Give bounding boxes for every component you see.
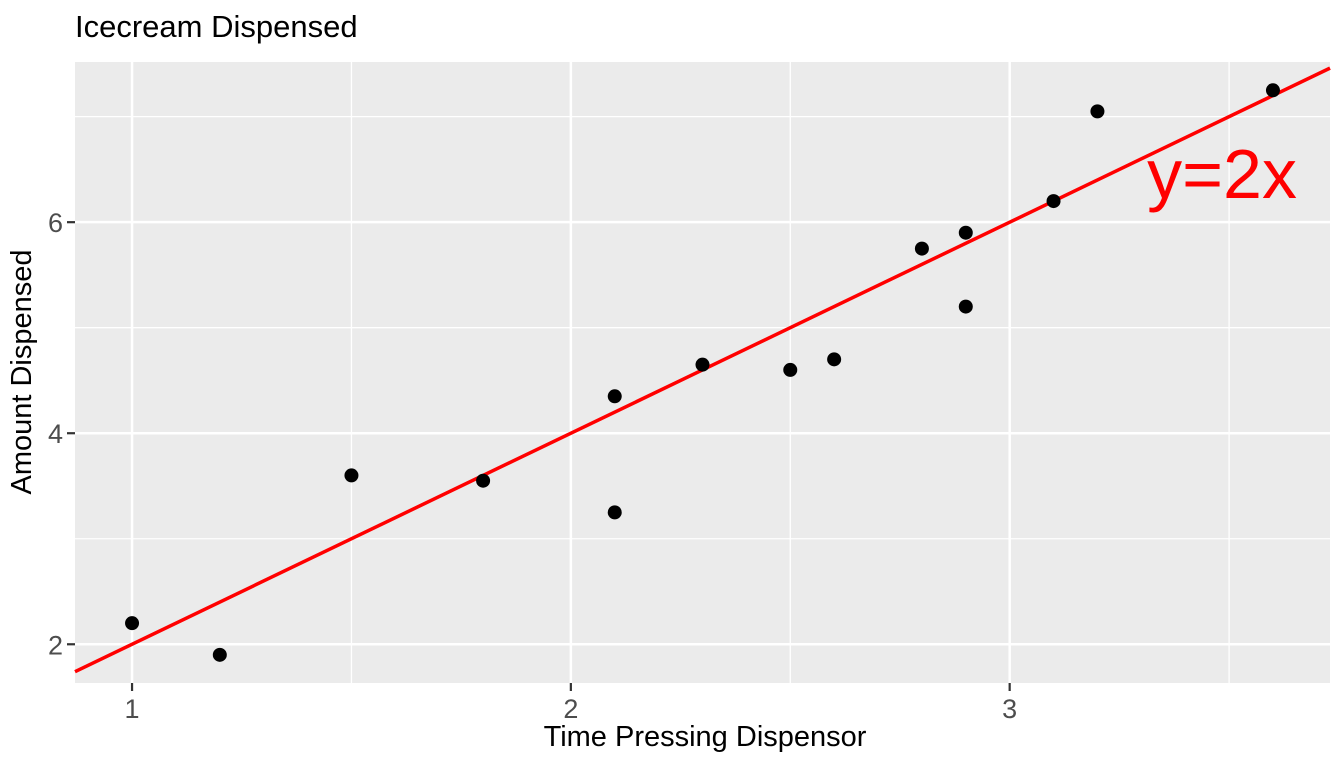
data-point	[695, 357, 710, 372]
data-point	[607, 505, 622, 520]
data-point	[476, 473, 491, 488]
data-point	[914, 241, 929, 256]
data-point	[1090, 104, 1105, 119]
data-point	[1265, 83, 1280, 98]
data-point	[783, 362, 798, 377]
data-point	[212, 647, 227, 662]
x-tick-label: 1	[125, 694, 140, 724]
y-axis-title: Amount Dispensed	[6, 249, 38, 494]
data-point	[1046, 194, 1061, 209]
y-tick-label: 4	[48, 419, 63, 449]
x-tick-label: 2	[563, 694, 578, 724]
x-tick-label: 3	[1002, 694, 1017, 724]
y-tick-label: 6	[48, 208, 63, 238]
data-point	[958, 225, 973, 240]
plot-panel	[75, 62, 1330, 683]
data-point	[607, 389, 622, 404]
plot-title: Icecream Dispensed	[75, 9, 358, 44]
data-point	[827, 352, 842, 367]
data-point	[125, 616, 140, 631]
x-axis-title: Time Pressing Dispensor	[544, 721, 867, 753]
data-point	[344, 468, 359, 483]
y-tick-label: 2	[48, 630, 63, 660]
chart-layers: 1 2 3 2 4 6 y=2x	[48, 62, 1331, 724]
line-equation-annotation: y=2x	[1147, 135, 1297, 213]
data-point	[958, 299, 973, 314]
